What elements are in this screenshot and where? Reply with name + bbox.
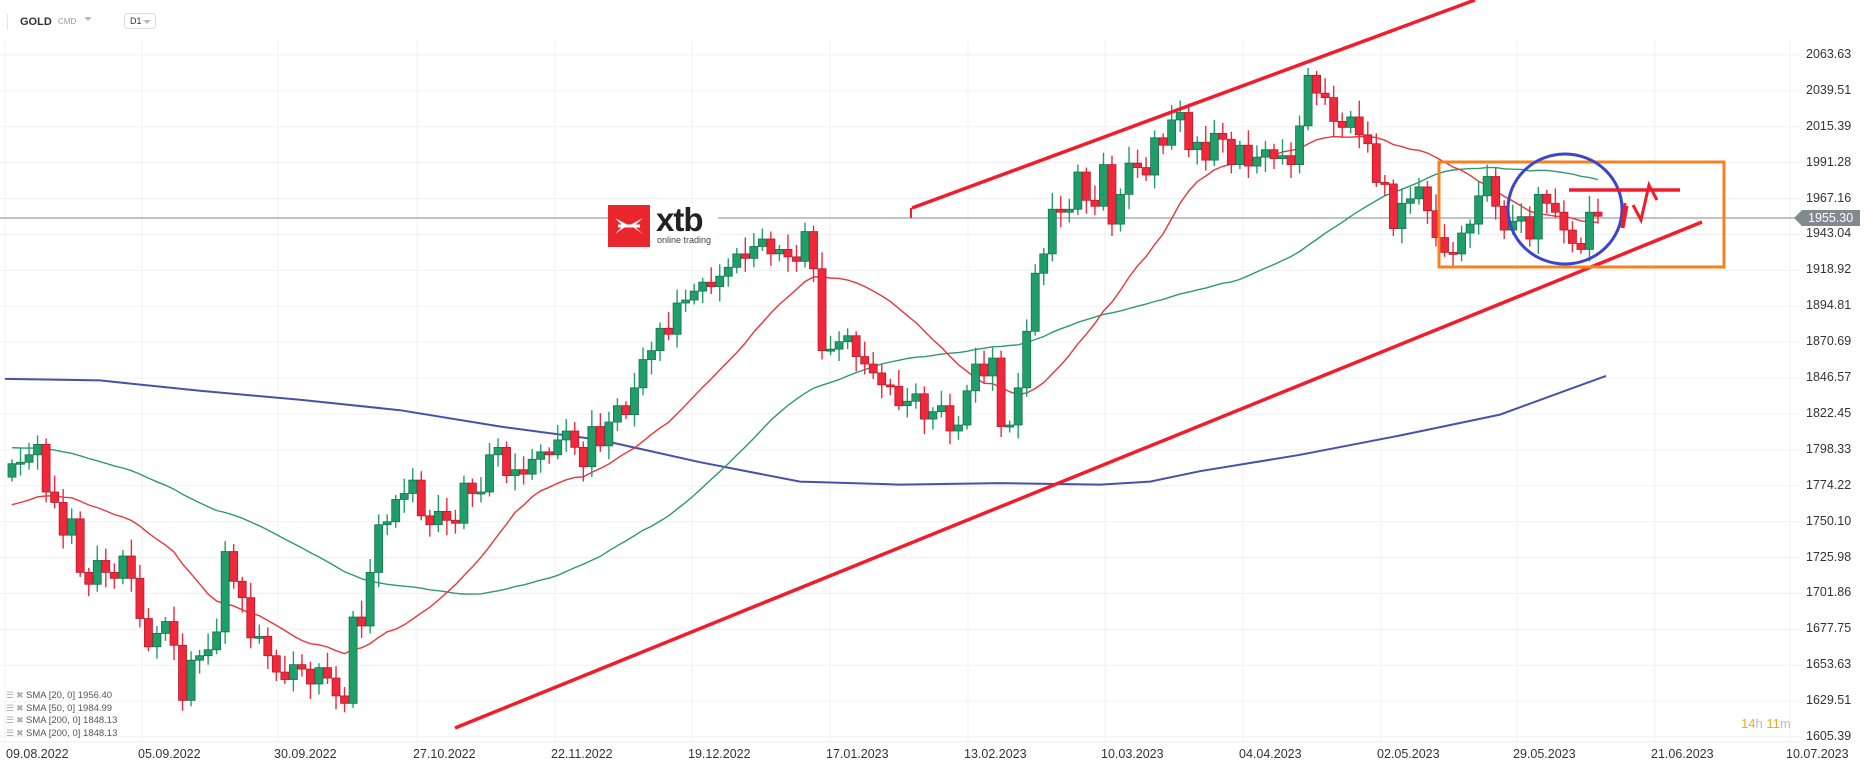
countdown-h-unit: h [1755,716,1763,731]
price-axis-label: 2063.63 [1806,47,1852,61]
sma200-line [4,374,1607,486]
price-axis-label: 2039.51 [1806,82,1852,97]
projection-tick [1620,202,1627,229]
time-axis-label: 17.01.2023 [826,747,889,761]
price-axis-label: 1846.57 [1806,370,1852,385]
price-axis-label: 1605.39 [1806,729,1852,743]
price-axis-label: 1798.33 [1806,441,1852,456]
candlestick-series [7,67,1603,713]
settings-list-icon[interactable]: ☰ [6,690,15,700]
legend-item-sma20[interactable]: ☰ ✖ SMA [20, 0] 1956.40 [6,689,117,702]
settings-list-icon[interactable]: ☰ [6,702,15,713]
time-axis-label: 09.08.2022 [6,747,69,761]
current-price-tag: 1955.30 [1794,210,1860,226]
legend-item-sma200[interactable]: ☰ ✖ SMA [200, 0] 1848.13 [6,714,117,727]
time-axis-label: 29.05.2023 [1513,747,1576,761]
price-axis-label: 1870.69 [1806,334,1852,349]
header-divider [7,14,8,30]
sma50-line [11,166,1599,595]
remove-icon[interactable]: ✖ [16,702,24,713]
time-axis-label: 22.11.2022 [551,747,613,761]
symbol-dropdown-caret-icon[interactable] [84,17,92,21]
legend-label: SMA [50, 0] 1984.99 [26,702,113,714]
countdown-hours: 14 [1741,716,1756,731]
time-axis-label: 13.02.2023 [964,747,1027,761]
logo-wordmark: xtb [656,201,703,238]
xtb-logo: xtb online trading [608,201,718,247]
price-axis-label: 1725.98 [1806,549,1852,564]
price-axis-label: 1629.51 [1806,693,1852,708]
time-axis-label: 04.04.2023 [1239,747,1302,761]
time-axis-label: 10.03.2023 [1101,747,1164,761]
candle-countdown: 14h 11m [1741,716,1791,731]
time-axis-label: 30.09.2022 [274,747,337,761]
logo-tagline: online trading [657,235,712,245]
time-axis-label: 27.10.2022 [413,747,476,761]
legend-item-sma200-2[interactable]: ☰ ✖ SMA [200, 0] 1848.13 [6,727,117,740]
sma20-line [11,135,1599,655]
legend-label: SMA [200, 0] 1848.13 [26,727,118,739]
time-axis-label: 21.06.2023 [1651,747,1714,761]
remove-icon[interactable]: ✖ [16,727,24,738]
price-axis-label: 1677.75 [1806,621,1852,636]
settings-list-icon[interactable]: ☰ [6,727,15,738]
price-axis-label: 2015.39 [1806,118,1852,133]
consolidation-box[interactable] [1437,160,1726,269]
price-axis-label: 1943.04 [1806,226,1852,241]
legend-item-sma50[interactable]: ☰ ✖ SMA [50, 0] 1984.99 [6,702,117,715]
time-axis-label: 02.05.2023 [1377,747,1440,761]
countdown-minutes: 11 [1766,716,1780,731]
price-axis-label: 1701.86 [1806,585,1852,600]
time-axis-label: 05.09.2022 [138,747,201,761]
remove-icon[interactable]: ✖ [16,715,24,725]
chart-header: GOLD CMD D1 [0,0,1866,40]
indicator-legend: ☰ ✖ SMA [20, 0] 1956.40 ☰ ✖ SMA [50, 0] 1984… [6,689,117,739]
remove-icon[interactable]: ✖ [16,690,24,700]
drawing-annotations[interactable] [454,0,1726,730]
price-axis-label: 1653.63 [1806,657,1852,672]
price-axis-label: 1822.45 [1806,405,1852,420]
symbol-type: CMD [58,17,77,26]
timeframe-value: D1 [130,16,142,26]
legend-label: SMA [20, 0] 1956.40 [26,690,113,701]
lower-channel-line[interactable] [454,220,1703,730]
time-axis-label: 19.12.2022 [688,747,751,761]
countdown-m-unit: m [1779,716,1791,731]
chart-grid [0,40,1800,743]
xtb-logo-mark-icon [608,205,650,247]
price-axis-label: 1774.22 [1806,477,1852,492]
timeframe-select[interactable]: D1 [124,13,156,29]
price-axis-label: 1991.28 [1806,154,1852,169]
highlight-circle[interactable] [1506,152,1624,266]
time-axis-label: 10.07.2023 [1786,747,1849,761]
legend-label: SMA [200, 0] 1848.13 [26,715,118,726]
projection-zigzag[interactable] [1631,180,1659,225]
price-axis-label: 1918.92 [1806,262,1852,277]
price-axis-label: 1894.81 [1806,298,1852,313]
settings-list-icon[interactable]: ☰ [6,715,15,725]
symbol-name[interactable]: GOLD [20,16,52,28]
price-axis-label: 1750.10 [1806,513,1852,528]
upper-channel-line[interactable] [911,0,1476,210]
price-axis-label: 1967.16 [1806,190,1852,205]
chevron-down-icon [143,20,151,24]
